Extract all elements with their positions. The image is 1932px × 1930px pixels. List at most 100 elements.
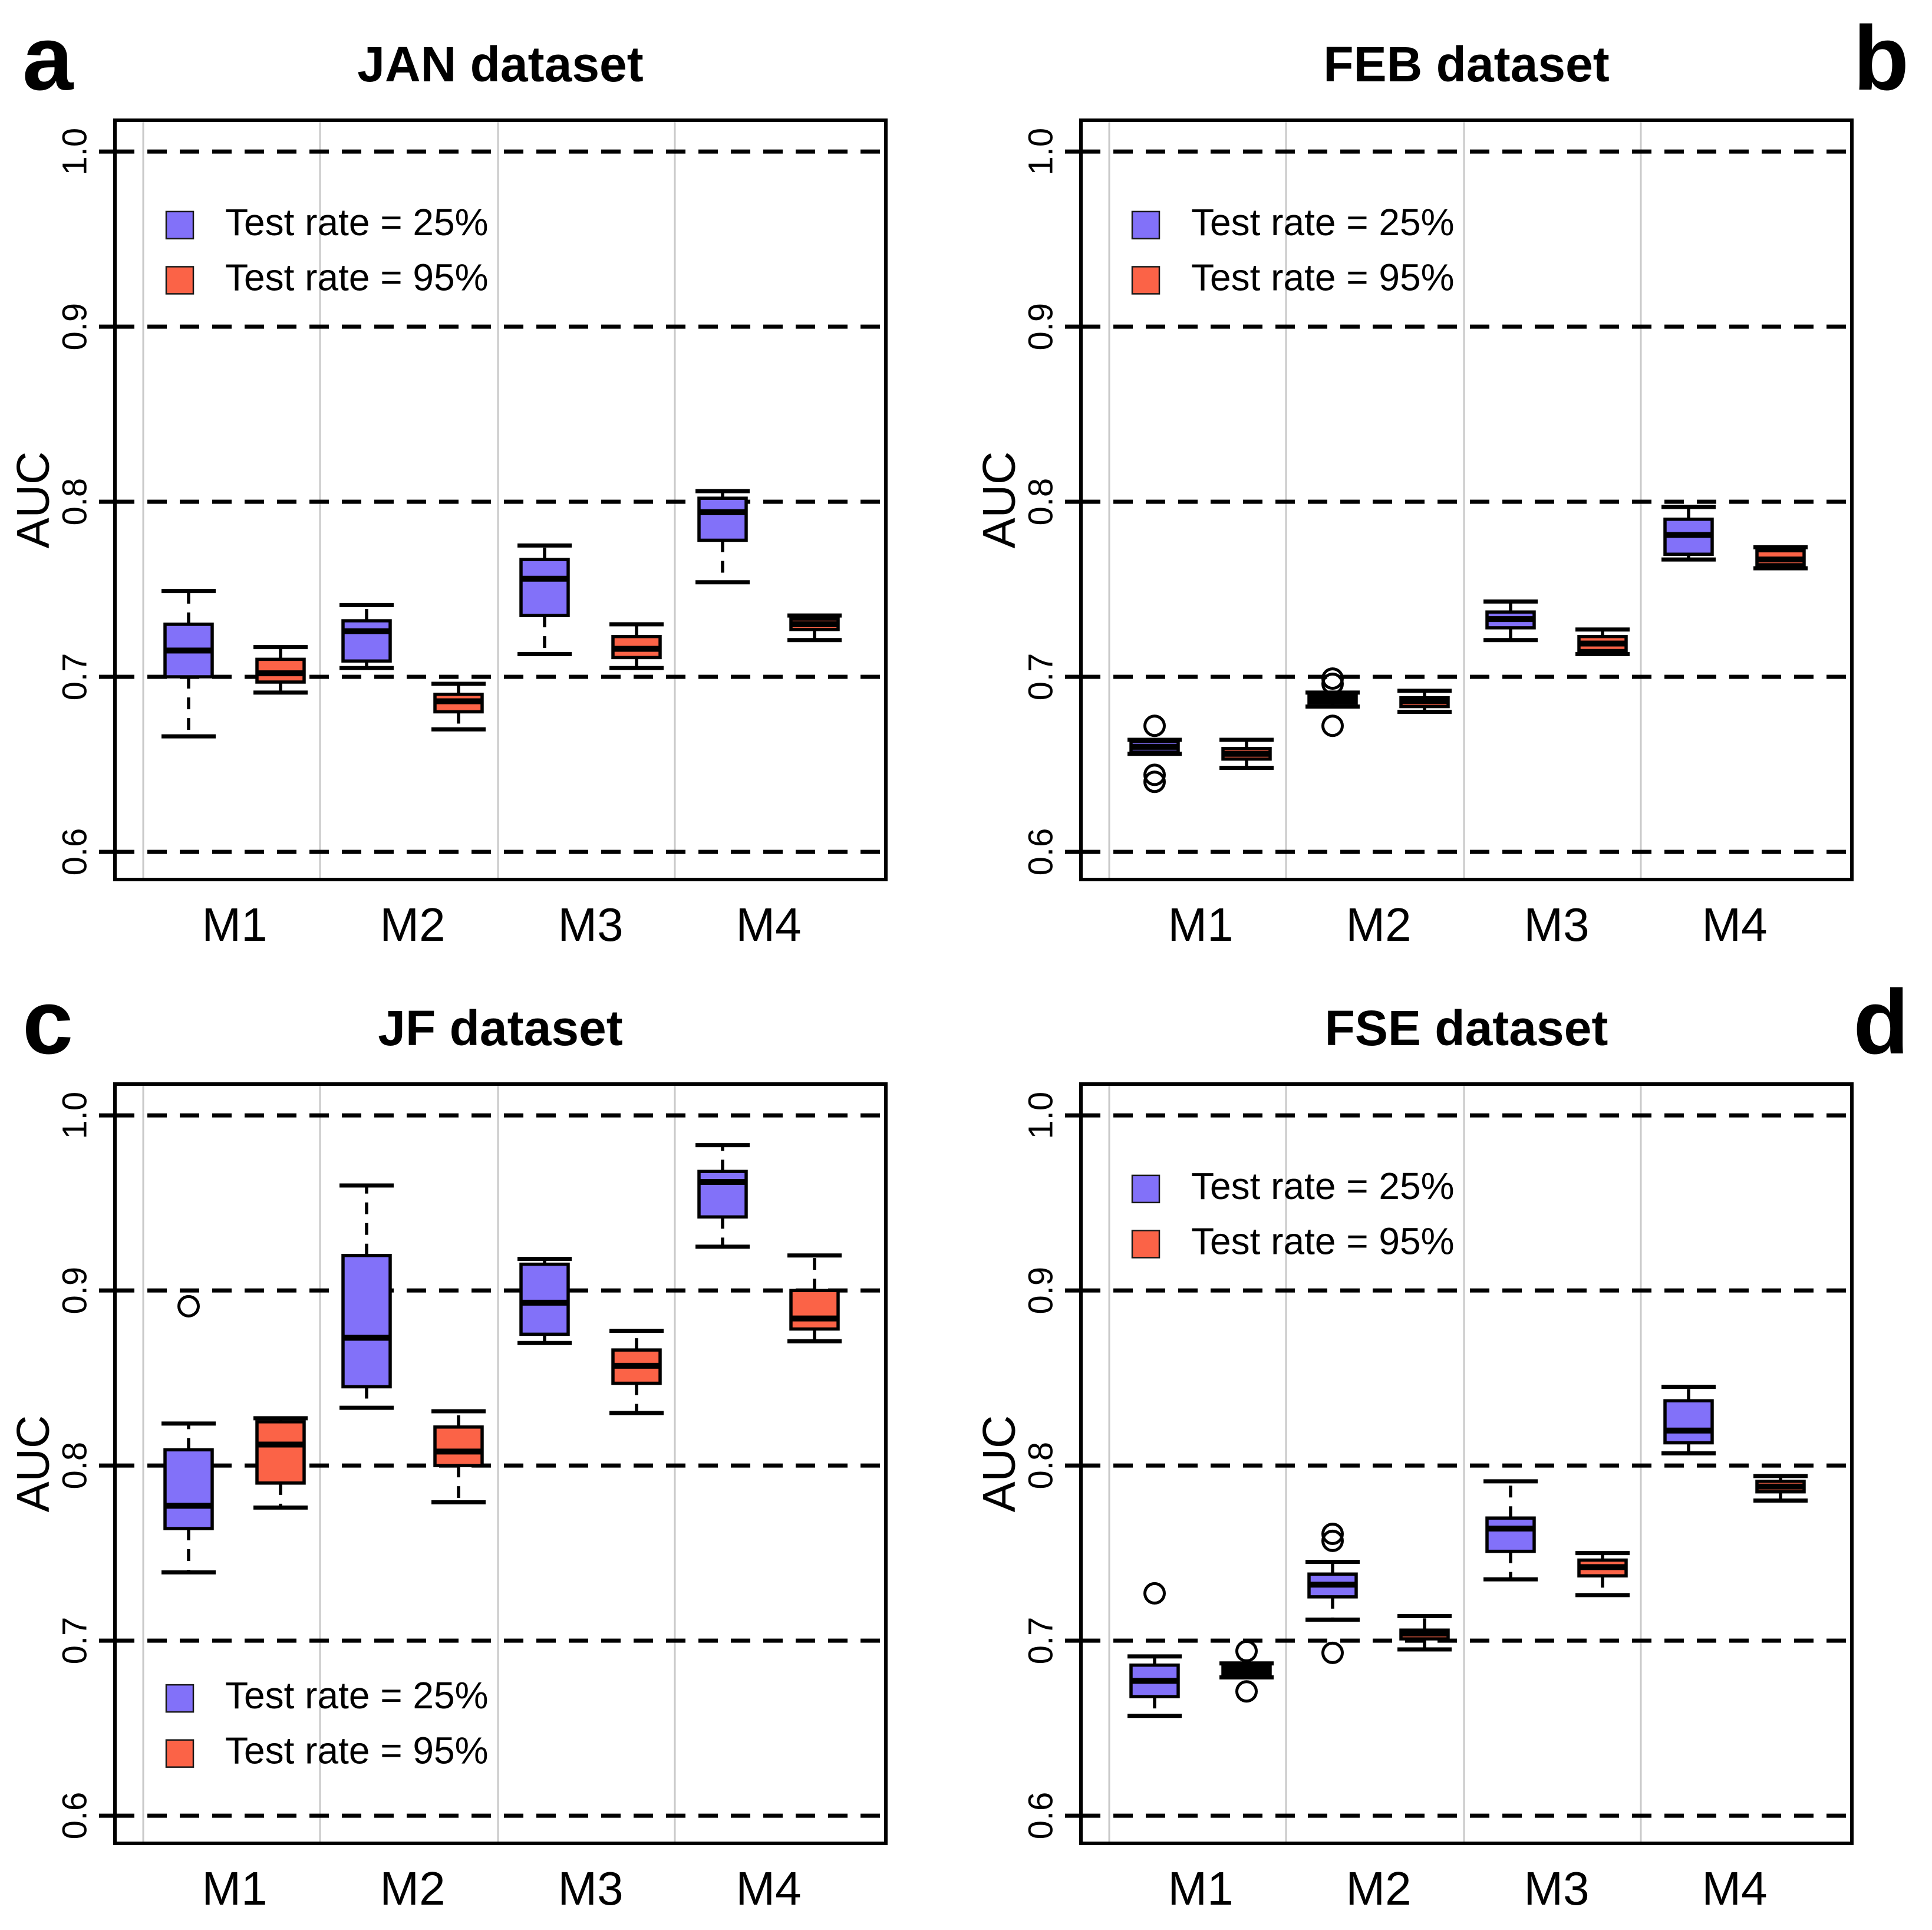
box-a-s1-M1 xyxy=(161,589,216,739)
outlier-point xyxy=(1321,672,1344,695)
outlier-point xyxy=(1321,714,1344,737)
legend-item: Test rate = 25% xyxy=(1131,201,1454,243)
y-axis-label: AUC xyxy=(7,452,59,549)
legend-label: Test rate = 25% xyxy=(1191,1165,1454,1207)
panel-fse-dataset: 0.6 0.7 0.8 0.9 1.0 AUC FSE dataset d M1 M2 M3 M4 Te… xyxy=(966,964,1932,1927)
plot-area xyxy=(115,120,886,880)
x-category-label-M1: M1 xyxy=(202,898,267,951)
legend-item: Test rate = 25% xyxy=(165,201,488,243)
iqr-box xyxy=(433,1425,484,1467)
box-b-s1-M1 xyxy=(1127,714,1182,793)
y-tick-label: 0.7 xyxy=(55,1617,94,1665)
panel-letter-c: c xyxy=(22,971,73,1073)
outlier-point xyxy=(1235,1680,1258,1703)
legend-swatch xyxy=(1131,1174,1160,1204)
legend-item: Test rate = 25% xyxy=(1131,1165,1454,1207)
boxplot-d: 0.6 0.7 0.8 0.9 1.0 AUC FSE dataset d M1 M2 M3 M4 Te… xyxy=(973,971,1909,1915)
y-tick-label: 1.0 xyxy=(1021,128,1060,176)
y-tick-label: 0.8 xyxy=(1021,1442,1060,1490)
iqr-box xyxy=(697,496,748,542)
box-c-s1-M3 xyxy=(517,1257,572,1345)
box-d-s1-M3 xyxy=(1483,1479,1538,1582)
box-b-s2-M4 xyxy=(1753,545,1808,571)
plot-frame xyxy=(1079,118,1854,881)
legend-swatch xyxy=(165,1739,194,1768)
x-category-label-M4: M4 xyxy=(1702,898,1767,951)
y-tick-label: 0.8 xyxy=(1021,478,1060,526)
outlier-point xyxy=(1143,770,1166,793)
y-tick-label: 0.7 xyxy=(1021,1617,1060,1665)
outlier-point xyxy=(1321,1522,1344,1545)
y-axis-label: AUC xyxy=(7,1415,59,1513)
box-b-s1-M3 xyxy=(1483,599,1538,643)
panel-title: JAN dataset xyxy=(357,37,644,92)
boxplot-b: 0.6 0.7 0.8 0.9 1.0 AUC FEB dataset b M1 M2 M3 M4 Te… xyxy=(973,7,1909,951)
legend-swatch xyxy=(165,266,194,295)
box-c-s2-M3 xyxy=(609,1328,664,1415)
box-a-s1-M3 xyxy=(517,543,572,656)
iqr-box xyxy=(697,1170,748,1219)
legend-label: Test rate = 95% xyxy=(225,1730,488,1772)
legend-item: Test rate = 25% xyxy=(165,1674,488,1717)
panel-feb-dataset: 0.6 0.7 0.8 0.9 1.0 AUC FEB dataset b M1 M2 M3 M4 Te… xyxy=(966,0,1932,963)
legend-item: Test rate = 95% xyxy=(165,1730,488,1772)
y-tick-label: 0.9 xyxy=(1021,303,1060,351)
y-tick-label: 1.0 xyxy=(55,128,94,176)
legend-item: Test rate = 95% xyxy=(1131,1220,1454,1262)
y-tick-label: 1.0 xyxy=(1021,1092,1060,1139)
box-d-s1-M1 xyxy=(1127,1582,1182,1718)
x-category-label-M4: M4 xyxy=(1702,1862,1767,1915)
plot-area xyxy=(1081,1084,1852,1843)
outlier-point xyxy=(1321,1529,1344,1552)
box-a-s1-M4 xyxy=(695,489,750,585)
plot-frame xyxy=(113,1082,888,1845)
legend-label: Test rate = 25% xyxy=(225,201,488,243)
plot-area xyxy=(115,1084,886,1843)
x-category-label-M3: M3 xyxy=(558,898,623,951)
box-d-s1-M2 xyxy=(1305,1522,1360,1664)
iqr-box xyxy=(341,619,392,663)
iqr-box xyxy=(519,558,570,617)
panel-jf-dataset: 0.6 0.7 0.8 0.9 1.0 AUC JF dataset c M1 M2 M3 M4 Tes… xyxy=(0,964,966,1927)
box-c-s2-M2 xyxy=(431,1409,486,1504)
iqr-box xyxy=(341,1253,392,1389)
y-axis-label: AUC xyxy=(973,1415,1025,1513)
x-category-label-M4: M4 xyxy=(736,898,801,951)
legend-item: Test rate = 95% xyxy=(165,256,488,298)
box-c-s1-M1 xyxy=(161,1295,216,1575)
panel-letter-a: a xyxy=(22,7,74,109)
x-category-label-M3: M3 xyxy=(1524,898,1589,951)
y-tick-label: 0.6 xyxy=(55,828,94,876)
iqr-box xyxy=(789,1289,840,1331)
box-a-s2-M3 xyxy=(609,622,664,670)
panel-title: FSE dataset xyxy=(1325,1000,1608,1056)
box-c-s1-M4 xyxy=(695,1143,750,1249)
box-b-s1-M4 xyxy=(1661,505,1716,562)
x-category-label-M1: M1 xyxy=(202,1862,267,1915)
panel-jan-dataset: 0.6 0.7 0.8 0.9 1.0 AUC JAN dataset a M1 M2 M3 M4 Te… xyxy=(0,0,966,963)
box-d-s2-M1 xyxy=(1219,1639,1274,1703)
y-axis-label: AUC xyxy=(973,452,1025,549)
outlier-point xyxy=(1321,1641,1344,1664)
box-a-s2-M2 xyxy=(431,681,486,732)
x-category-label-M2: M2 xyxy=(1346,1862,1411,1915)
iqr-box xyxy=(519,1262,570,1336)
panel-letter-d: d xyxy=(1853,971,1909,1073)
box-a-s2-M4 xyxy=(787,613,842,643)
plot-frame xyxy=(113,118,888,881)
box-d-s1-M4 xyxy=(1661,1384,1716,1455)
y-tick-label: 0.7 xyxy=(1021,653,1060,701)
legend-item: Test rate = 95% xyxy=(1131,256,1454,298)
legend-swatch xyxy=(165,1684,194,1713)
x-category-label-M1: M1 xyxy=(1168,1862,1233,1915)
x-category-label-M1: M1 xyxy=(1168,898,1233,951)
iqr-box xyxy=(163,1448,214,1530)
box-c-s1-M2 xyxy=(339,1183,394,1410)
panel-title: FEB dataset xyxy=(1323,37,1609,92)
box-b-s1-M2 xyxy=(1305,667,1360,737)
box-c-s2-M4 xyxy=(787,1253,842,1343)
x-category-label-M3: M3 xyxy=(558,1862,623,1915)
plot-area xyxy=(1081,120,1852,880)
y-tick-label: 1.0 xyxy=(55,1092,94,1139)
outlier-point xyxy=(1143,763,1166,786)
